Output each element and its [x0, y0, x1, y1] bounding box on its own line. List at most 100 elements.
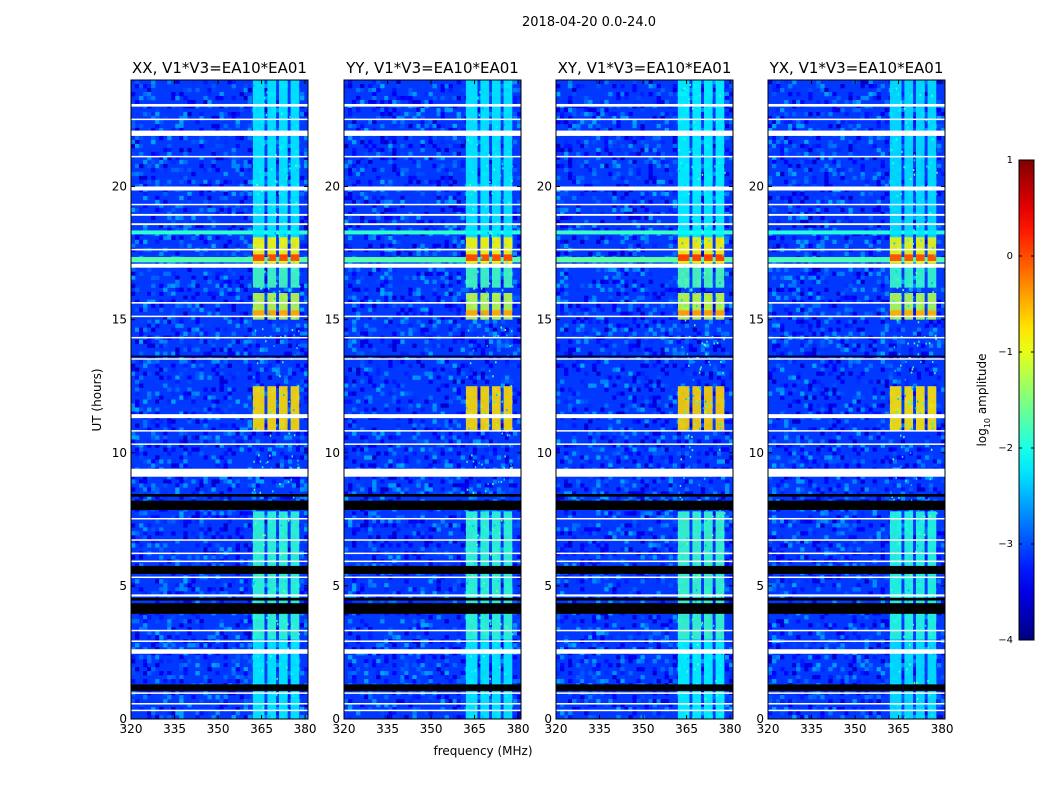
noise-cell [159, 531, 164, 536]
noise-cell [352, 123, 357, 129]
noise-cell [263, 483, 269, 488]
noise-cell [275, 539, 281, 544]
noise-cell [408, 307, 413, 312]
noise-cell [356, 223, 361, 229]
noise-cell [139, 563, 144, 568]
noise-cell [195, 491, 200, 496]
noise-cell [372, 195, 377, 201]
noise-cell [187, 519, 192, 524]
noise-cell [372, 291, 377, 296]
noise-cell [352, 383, 357, 388]
noise-cell [163, 167, 168, 173]
noise-cell [436, 319, 441, 324]
noise-cell [227, 355, 232, 360]
noise-cell [303, 363, 308, 368]
noise-cell [227, 111, 232, 117]
noise-cell [376, 371, 381, 376]
noise-cell [408, 91, 413, 97]
noise-cell [191, 179, 196, 185]
noise-cell [183, 115, 188, 121]
noise-cell [223, 699, 228, 704]
rfi-speckle [287, 708, 289, 711]
noise-cell [227, 303, 232, 308]
noise-cell [171, 519, 176, 524]
noise-cell [199, 483, 204, 488]
noise-cell [271, 323, 277, 328]
noise-cell [303, 299, 308, 304]
noise-cell [135, 367, 140, 372]
noise-cell [299, 479, 305, 484]
noise-cell [215, 303, 220, 308]
noise-cell [376, 271, 381, 276]
noise-cell [215, 371, 220, 376]
noise-cell [299, 331, 305, 336]
noise-cell [408, 399, 413, 404]
noise-cell [444, 303, 449, 308]
noise-cell [352, 167, 357, 173]
noise-cell [143, 363, 148, 368]
noise-cell [484, 375, 490, 380]
noise-cell [219, 547, 224, 552]
noise-cell [384, 303, 389, 308]
noise-cell [223, 191, 228, 197]
noise-cell [303, 195, 308, 201]
rfi-speckle [274, 236, 276, 239]
noise-cell [243, 619, 248, 624]
noise-cell [360, 123, 365, 129]
noise-cell [175, 251, 180, 257]
noise-cell [231, 111, 236, 117]
flagged-white-band [131, 130, 308, 136]
rfi-speckle [295, 150, 298, 153]
noise-cell [303, 159, 308, 165]
noise-cell [167, 235, 172, 241]
noise-cell [348, 235, 353, 241]
noise-cell [175, 379, 180, 384]
noise-cell [412, 159, 417, 165]
noise-cell [488, 355, 494, 360]
noise-cell [191, 511, 196, 516]
noise-cell [215, 515, 220, 520]
noise-cell [460, 563, 465, 568]
noise-cell [231, 331, 236, 336]
noise-cell [376, 299, 381, 304]
noise-cell [368, 139, 373, 145]
noise-cell [283, 435, 289, 440]
noise-cell [496, 475, 502, 480]
noise-cell [392, 475, 397, 480]
noise-cell [348, 339, 353, 344]
noise-cell [364, 219, 369, 225]
noise-cell [448, 587, 453, 592]
noise-cell [171, 711, 176, 716]
noise-cell [424, 563, 429, 568]
noise-cell [195, 303, 200, 308]
noise-cell [143, 531, 148, 536]
noise-cell [348, 195, 353, 201]
noise-cell [227, 283, 232, 288]
rfi-speckle [286, 177, 288, 180]
noise-cell [432, 491, 437, 496]
noise-cell [179, 587, 184, 592]
noise-cell [199, 127, 204, 133]
noise-cell [247, 619, 252, 624]
noise-cell [139, 307, 144, 312]
noise-cell [151, 591, 156, 596]
noise-cell [203, 179, 208, 185]
noise-cell [227, 403, 232, 408]
noise-cell [155, 179, 160, 185]
noise-cell [143, 339, 148, 344]
noise-cell [139, 123, 144, 129]
noise-cell [404, 535, 409, 540]
noise-cell [456, 435, 461, 440]
noise-cell [500, 83, 506, 89]
noise-cell [275, 711, 281, 716]
noise-cell [287, 155, 293, 161]
noise-cell [440, 367, 445, 372]
noise-cell [444, 223, 449, 229]
noise-cell [500, 595, 506, 600]
noise-cell [352, 579, 357, 584]
noise-cell [231, 387, 236, 392]
noise-cell [235, 595, 240, 600]
noise-cell [207, 411, 212, 416]
noise-cell [348, 423, 353, 428]
noise-cell [231, 439, 236, 444]
